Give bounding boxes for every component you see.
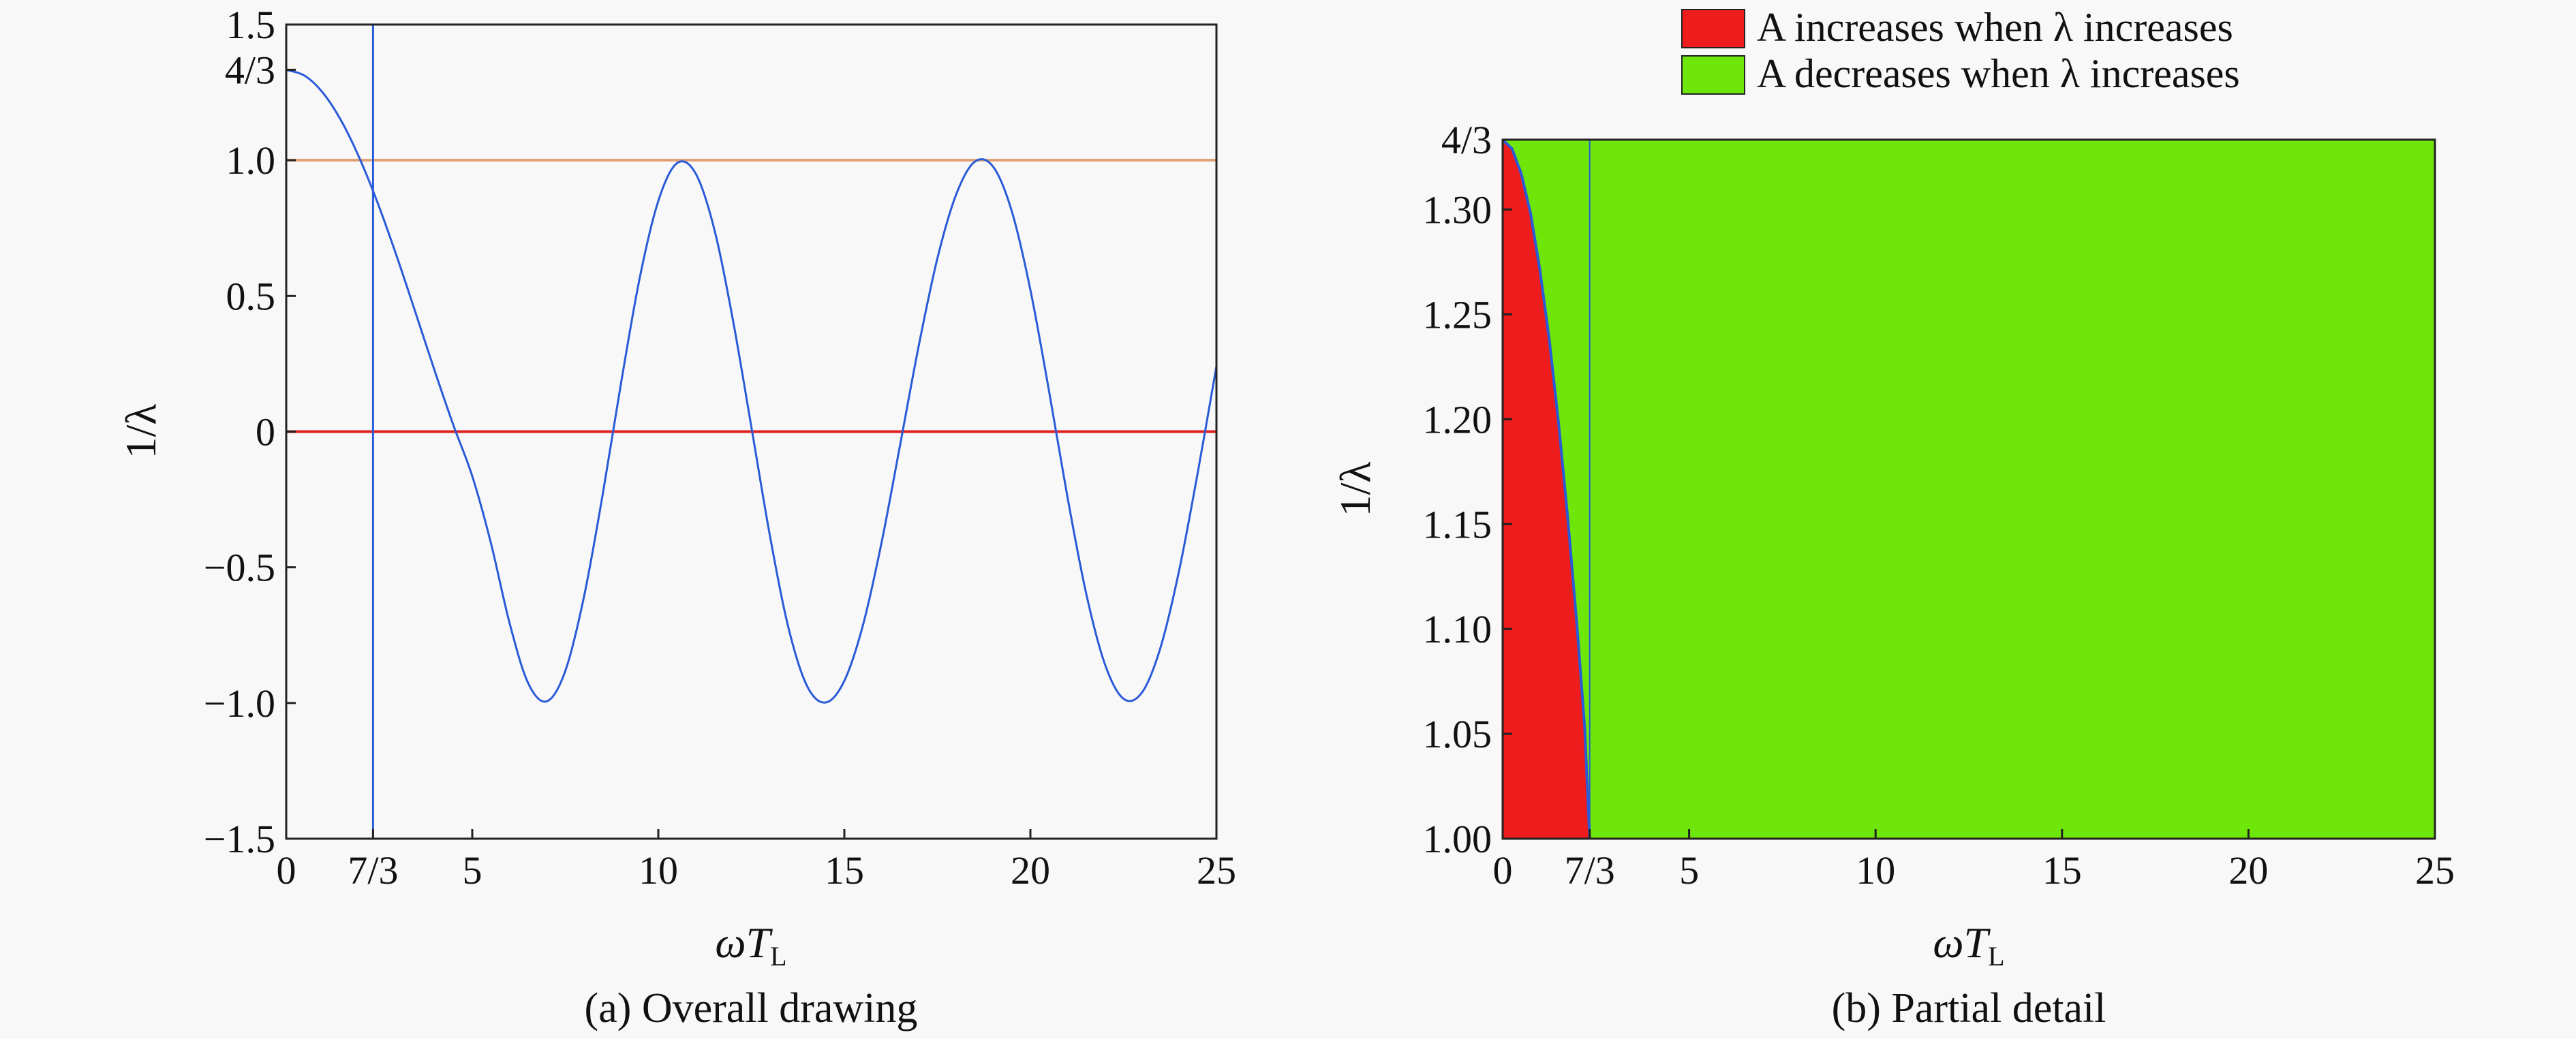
legend: A increases when λ increases A decreases… <box>1681 5 2240 96</box>
panel-a-x-tick-label: 0 <box>277 848 296 893</box>
panel-b-x-tick-label: 7/3 <box>1565 848 1615 893</box>
panel-a-x-tick-label: 15 <box>825 848 864 893</box>
panel-a-y-axis-label: 1/λ <box>117 404 165 459</box>
panel-a: 0 7/3 5 10 15 20 25 1.54/31.00.50−0.5−1.0−1.5 … <box>117 3 1236 1032</box>
panel-b-x-tick-label: 10 <box>1856 848 1895 893</box>
panel-b-x-axis-label: ωTL <box>1933 918 2004 972</box>
legend-label-decrease: A decreases when λ increases <box>1757 51 2240 96</box>
panel-b-x-tick-label: 25 <box>2415 848 2455 893</box>
panel-b-y-tick-label: 4/3 <box>1441 118 1492 162</box>
panel-a-x-tick-label: 7/3 <box>348 848 398 893</box>
panel-a-y-tick-label: 0.5 <box>226 274 276 318</box>
panel-a-y-tick-label: 0 <box>256 410 275 454</box>
panel-a-y-tick-label: −1.5 <box>204 817 275 861</box>
panel-b-y-tick-label: 1.30 <box>1423 188 1492 232</box>
panel-b-x-ticks: 0 7/3 5 10 15 20 25 <box>1493 829 2455 893</box>
panel-a-y-tick-label: −1.0 <box>204 681 275 726</box>
panel-b-y-tick-label: 1.10 <box>1423 607 1492 651</box>
panel-a-x-tick-label: 5 <box>463 848 482 893</box>
panel-b-x-tick-label: 20 <box>2228 848 2268 893</box>
panel-b-x-tick-label: 5 <box>1679 848 1699 893</box>
panel-b-axes-frame <box>1501 138 2436 840</box>
panel-a-y-ticks: 1.54/3 1.0 0.5 0 −0.5 −1.0 −1.5 <box>204 3 296 861</box>
panel-b-decrease-region <box>1503 140 2435 839</box>
legend-swatch-decrease <box>1681 55 1745 95</box>
panel-b-x-tick-label: 15 <box>2042 848 2082 893</box>
legend-swatch-increase <box>1681 9 1745 48</box>
panel-b-y-tick-label: 1.05 <box>1423 712 1492 756</box>
panel-a-x-ticks: 0 7/3 5 10 15 20 25 <box>277 829 1236 893</box>
panel-a-caption: (a) Overall drawing <box>585 985 918 1032</box>
panel-b-y-axis-label: 1/λ <box>1331 462 1379 517</box>
panel-b-caption: (b) Partial detail <box>1832 985 2106 1032</box>
legend-label-increase: A increases when λ increases <box>1757 5 2233 50</box>
panel-b-region-boundary <box>1501 138 1591 839</box>
panel-b: 0 7/3 5 10 15 20 25 4/3 1.30 1.25 1.20 1.15 1.10 1.0… <box>1331 5 2455 1032</box>
panel-a-y-tick-label: 1.5 <box>226 3 276 47</box>
panel-b-y-tick-label: 1.25 <box>1423 292 1492 337</box>
panel-b-increase-region <box>1503 140 1590 839</box>
panel-a-x-tick-label: 20 <box>1011 848 1050 893</box>
panel-a-x-tick-label: 10 <box>639 848 678 893</box>
panel-b-y-tick-label: 1.00 <box>1423 817 1492 861</box>
panel-b-y-tick-label: 1.15 <box>1423 502 1492 546</box>
panel-b-y-ticks: 4/3 1.30 1.25 1.20 1.15 1.10 1.05 1.00 <box>1423 118 1512 861</box>
panel-a-y-tick-label: 4/3 <box>225 48 275 92</box>
panel-a-y-tick-label: 1.0 <box>226 138 276 183</box>
panel-a-curve <box>286 69 1218 704</box>
panel-b-x-tick-label: 0 <box>1493 848 1513 893</box>
panel-a-x-tick-label: 25 <box>1197 848 1236 893</box>
panel-b-y-tick-label: 1.20 <box>1423 397 1492 441</box>
panel-a-x-axis-label: ωTL <box>715 918 786 972</box>
panel-a-y-tick-label: −0.5 <box>204 546 275 590</box>
